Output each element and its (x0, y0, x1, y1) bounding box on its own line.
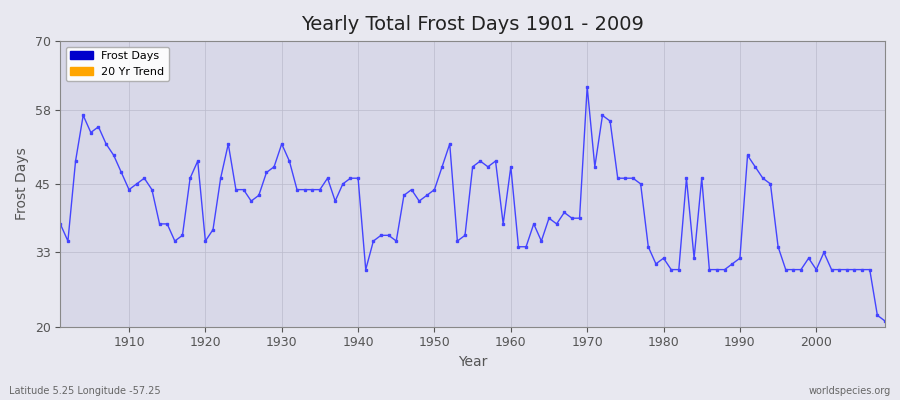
Y-axis label: Frost Days: Frost Days (15, 148, 29, 220)
Title: Yearly Total Frost Days 1901 - 2009: Yearly Total Frost Days 1901 - 2009 (302, 15, 644, 34)
Text: worldspecies.org: worldspecies.org (809, 386, 891, 396)
Legend: Frost Days, 20 Yr Trend: Frost Days, 20 Yr Trend (66, 47, 169, 81)
Text: Latitude 5.25 Longitude -57.25: Latitude 5.25 Longitude -57.25 (9, 386, 160, 396)
X-axis label: Year: Year (458, 355, 487, 369)
